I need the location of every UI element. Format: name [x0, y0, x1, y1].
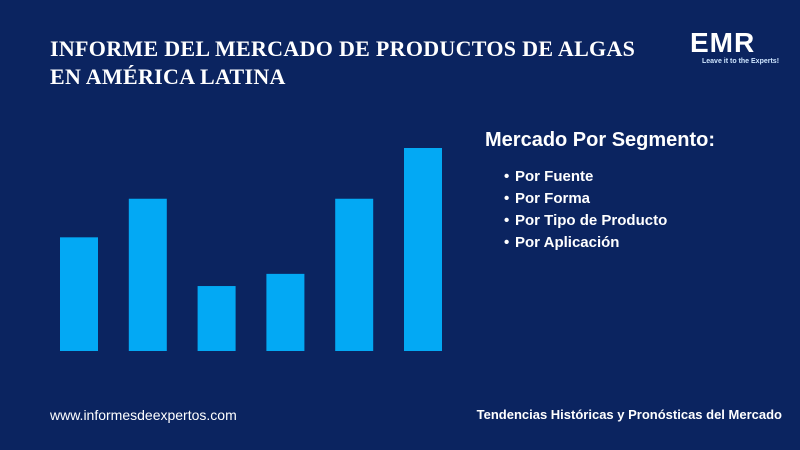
segment-item: Por Tipo de Producto	[490, 210, 667, 232]
logo-tagline: Leave it to the Experts!	[702, 58, 780, 65]
logo-name: EMR	[690, 27, 756, 58]
title-line: EN AMÉRICA LATINA	[50, 64, 286, 89]
logo: EMR Leave it to the Experts!	[690, 27, 780, 66]
bar	[404, 148, 442, 351]
segment-item: Por Aplicación	[490, 232, 667, 254]
title-line: INFORME DEL MERCADO DE PRODUCTOS DE ALGA…	[50, 36, 636, 61]
segment-heading: Mercado Por Segmento:	[485, 129, 716, 151]
footer-tagline: Tendencias Históricas y Pronósticas del …	[476, 407, 782, 422]
website: www.informesdeexpertos.com	[50, 407, 237, 423]
bar	[128, 198, 167, 351]
bar	[266, 273, 305, 351]
segment-list: Por Fuente Por Forma Por Tipo de Product…	[490, 166, 667, 254]
segment-item: Por Fuente	[490, 166, 667, 188]
bar	[197, 286, 236, 351]
bar	[335, 198, 374, 351]
bar	[60, 237, 98, 351]
segment-item: Por Forma	[490, 188, 667, 210]
